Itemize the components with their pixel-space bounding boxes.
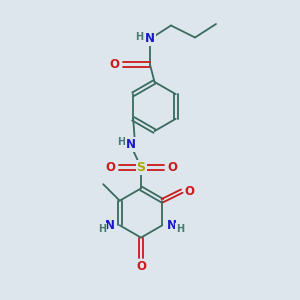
Text: O: O (105, 161, 115, 174)
Text: N: N (125, 138, 136, 151)
Text: H: H (117, 136, 125, 147)
Text: N: N (167, 219, 177, 232)
Text: N: N (145, 32, 155, 46)
Text: O: O (136, 260, 146, 273)
Text: H: H (135, 32, 144, 42)
Text: H: H (176, 224, 184, 234)
Text: O: O (184, 184, 195, 198)
Text: H: H (98, 224, 106, 234)
Text: O: O (110, 58, 120, 71)
Text: N: N (105, 219, 115, 232)
Text: S: S (136, 161, 146, 174)
Text: O: O (167, 161, 177, 174)
